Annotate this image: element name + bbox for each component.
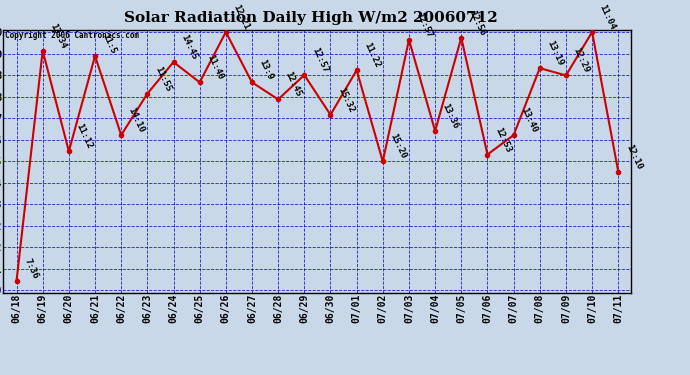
Text: 12:53: 12:53 [493, 126, 513, 154]
Text: 11:55: 11:55 [153, 65, 172, 93]
Text: 14:10: 14:10 [127, 106, 146, 134]
Text: 12:45: 12:45 [284, 70, 303, 99]
Text: 7:36: 7:36 [22, 256, 39, 280]
Text: 13:36: 13:36 [441, 102, 460, 130]
Text: 11:22: 11:22 [362, 41, 382, 69]
Text: 12:56: 12:56 [467, 9, 486, 37]
Text: 12:29: 12:29 [571, 46, 591, 75]
Text: 11:40: 11:40 [205, 53, 225, 81]
Text: 11:5: 11:5 [101, 32, 118, 55]
Text: 11:04: 11:04 [598, 3, 617, 31]
Text: Copyright 2006 Cantronics.com: Copyright 2006 Cantronics.com [5, 32, 139, 40]
Text: 15:32: 15:32 [336, 86, 355, 114]
Text: 13:34: 13:34 [48, 22, 68, 50]
Text: 12:57: 12:57 [310, 46, 329, 74]
Text: Solar Radiation Daily High W/m2 20060712: Solar Radiation Daily High W/m2 20060712 [124, 11, 497, 25]
Text: 15:20: 15:20 [388, 132, 408, 160]
Text: 13:40: 13:40 [519, 106, 539, 134]
Text: 13:19: 13:19 [545, 39, 565, 68]
Text: 12:10: 12:10 [624, 142, 643, 171]
Text: 11:12: 11:12 [75, 122, 94, 150]
Text: 12:57: 12:57 [415, 11, 434, 39]
Text: 13:9: 13:9 [257, 58, 275, 81]
Text: 14:45: 14:45 [179, 33, 199, 61]
Text: 12:21: 12:21 [231, 3, 251, 31]
